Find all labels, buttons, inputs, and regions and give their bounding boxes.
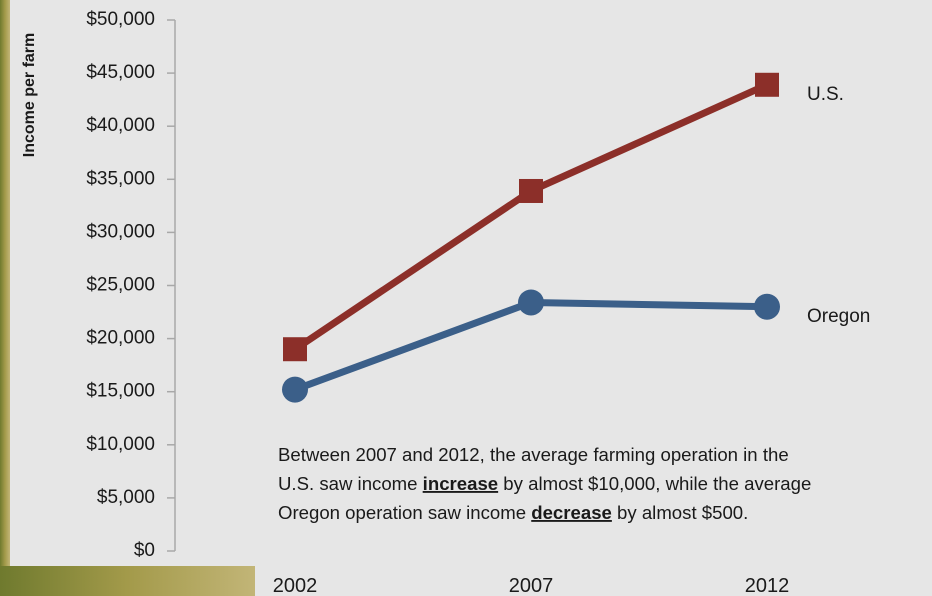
x-tick-label: 2002 xyxy=(273,575,318,596)
x-tick-label: 2007 xyxy=(509,575,554,596)
series: Oregon xyxy=(282,289,870,403)
marker xyxy=(754,293,780,320)
y-tick-label: $20,000 xyxy=(86,328,155,349)
annotation-text: U.S. saw income xyxy=(278,473,423,494)
annotation-text: Oregon operation saw income xyxy=(278,502,531,523)
annotation-line: Between 2007 and 2012, the average farmi… xyxy=(278,444,789,465)
y-tick-label: $30,000 xyxy=(86,221,155,242)
y-tick-label: $25,000 xyxy=(86,275,155,296)
series-label: Oregon xyxy=(807,306,870,327)
annotation-emphasis: decrease xyxy=(531,502,612,523)
series: U.S. xyxy=(283,72,844,362)
y-axis-label: Income per farm xyxy=(21,33,38,157)
y-tick-label: $5,000 xyxy=(97,487,155,508)
y-tick-label: $0 xyxy=(134,540,155,561)
photo-strip xyxy=(0,0,10,596)
marker xyxy=(283,337,307,362)
marker xyxy=(755,72,779,97)
x-tick-label: 2012 xyxy=(745,575,790,596)
y-tick-label: $35,000 xyxy=(86,168,155,189)
photo-strip xyxy=(0,566,255,596)
marker xyxy=(282,376,308,403)
marker xyxy=(518,289,544,316)
annotation-text: by almost $10,000, while the average xyxy=(498,473,811,494)
annotation-text: Between 2007 and 2012, the average farmi… xyxy=(278,444,789,465)
y-tick-label: $15,000 xyxy=(86,381,155,402)
marker xyxy=(519,178,543,203)
annotation: Between 2007 and 2012, the average farmi… xyxy=(278,444,811,523)
annotation-text: by almost $500. xyxy=(612,502,748,523)
annotation-emphasis: increase xyxy=(423,473,498,494)
annotation-line: Oregon operation saw income decrease by … xyxy=(278,502,748,523)
y-tick-label: $50,000 xyxy=(86,9,155,30)
y-tick-label: $10,000 xyxy=(86,434,155,455)
y-tick-label: $40,000 xyxy=(86,115,155,136)
annotation-line: U.S. saw income increase by almost $10,0… xyxy=(278,473,811,494)
y-tick-label: $45,000 xyxy=(86,62,155,83)
series-label: U.S. xyxy=(807,84,844,105)
